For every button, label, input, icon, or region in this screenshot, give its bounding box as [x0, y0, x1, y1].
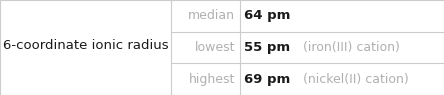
Text: 6-coordinate ionic radius: 6-coordinate ionic radius: [3, 39, 168, 52]
Text: median: median: [188, 9, 235, 22]
Text: (iron(III) cation): (iron(III) cation): [295, 41, 400, 54]
Text: 69 pm: 69 pm: [244, 73, 290, 86]
Text: 55 pm: 55 pm: [244, 41, 290, 54]
Text: (nickel(II) cation): (nickel(II) cation): [295, 73, 409, 86]
Text: 64 pm: 64 pm: [244, 9, 290, 22]
Text: highest: highest: [189, 73, 235, 86]
Text: lowest: lowest: [195, 41, 235, 54]
